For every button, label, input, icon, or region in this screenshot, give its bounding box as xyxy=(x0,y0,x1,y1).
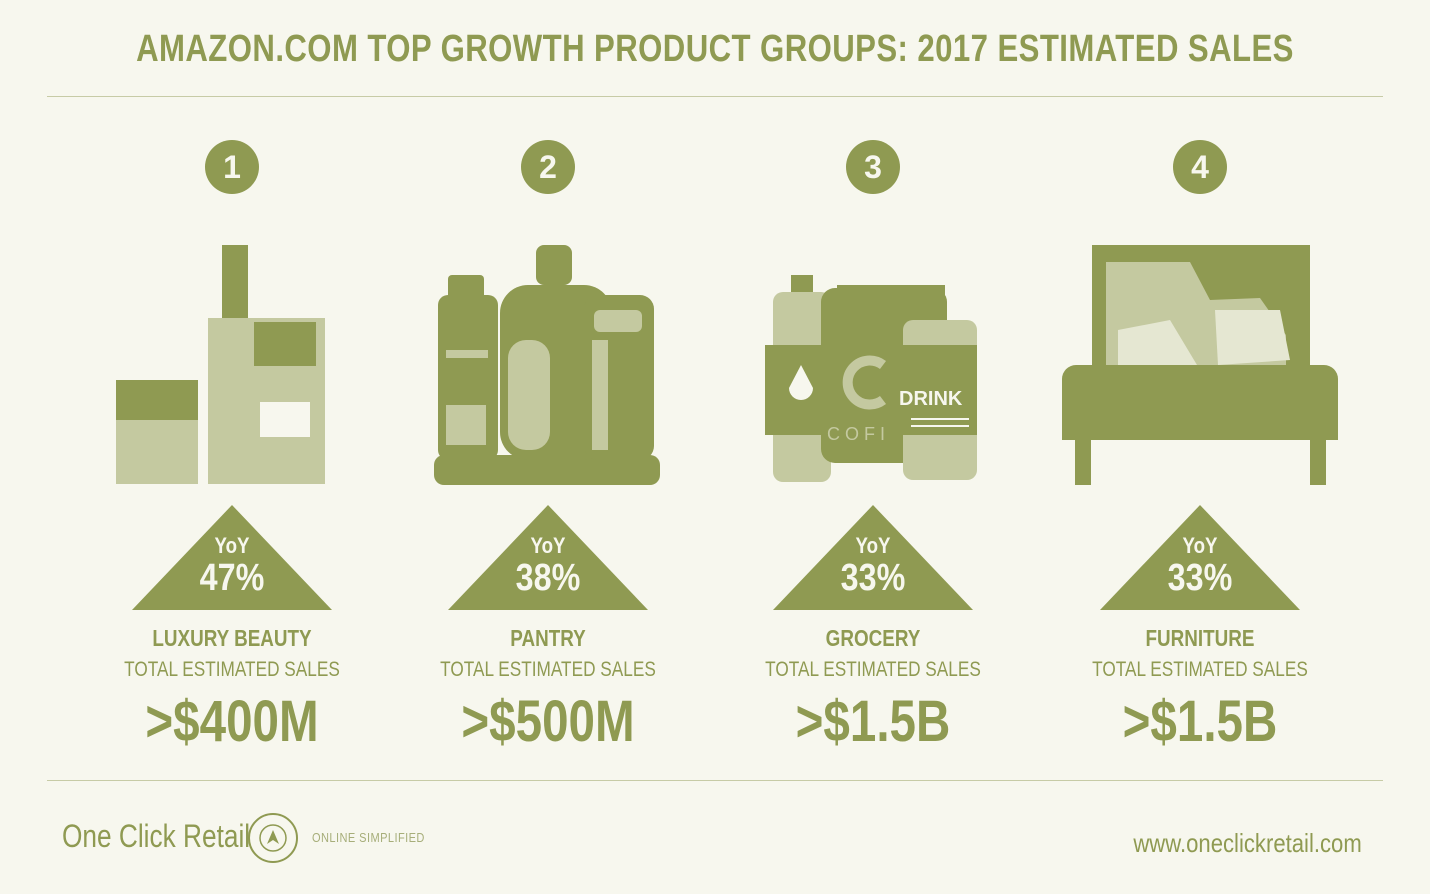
svg-text:DRINK: DRINK xyxy=(899,388,963,410)
rank-badge: 3 xyxy=(846,140,900,194)
sales-value: >$500M xyxy=(461,689,635,754)
yoy-triangle: YoY 33% xyxy=(1100,505,1300,610)
yoy-label: YoY xyxy=(214,533,250,558)
category-name: FURNITURE xyxy=(1145,625,1255,651)
group-card-1: 1 YoY 47% LUXURY BEAUTY TOTAL ESTIMATED … xyxy=(72,140,392,770)
yoy-value: 33% xyxy=(840,557,906,599)
yoy-label: YoY xyxy=(855,533,891,558)
bottom-divider xyxy=(47,780,1383,781)
sales-value: >$1.5B xyxy=(1122,689,1278,754)
page-title: AMAZON.COM TOP GROWTH PRODUCT GROUPS: 20… xyxy=(136,28,1294,70)
yoy-value: 33% xyxy=(1167,557,1233,599)
svg-text:C O F I: C O F I xyxy=(827,424,885,444)
website-link[interactable]: www.oneclickretail.com xyxy=(1133,828,1362,858)
top-divider xyxy=(47,96,1383,97)
bed-furniture-icon xyxy=(1040,240,1360,490)
brand-tagline: ONLINE SIMPLIFIED xyxy=(312,830,425,845)
rank-badge: 4 xyxy=(1173,140,1227,194)
luxury-beauty-bottles-icon xyxy=(72,240,392,490)
sales-label: TOTAL ESTIMATED SALES xyxy=(440,658,656,681)
sales-value: >$400M xyxy=(145,689,319,754)
group-card-3: 3 DRINK C O F I YoY 33% GROCERY TOTAL ES… xyxy=(713,140,1033,770)
yoy-value: 47% xyxy=(199,557,265,599)
yoy-label: YoY xyxy=(1182,533,1218,558)
sales-value: >$1.5B xyxy=(795,689,951,754)
yoy-triangle: YoY 38% xyxy=(448,505,648,610)
yoy-triangle: YoY 33% xyxy=(773,505,973,610)
rank-badge: 1 xyxy=(205,140,259,194)
group-card-4: 4 YoY 33% FURNITURE TOTAL ESTIMATED SALE… xyxy=(1040,140,1360,770)
category-name: LUXURY BEAUTY xyxy=(152,625,312,651)
sales-label: TOTAL ESTIMATED SALES xyxy=(124,658,340,681)
rank-badge: 2 xyxy=(521,140,575,194)
yoy-value: 38% xyxy=(515,557,581,599)
yoy-label: YoY xyxy=(530,533,566,558)
category-name: GROCERY xyxy=(825,625,921,651)
sales-label: TOTAL ESTIMATED SALES xyxy=(1092,658,1308,681)
yoy-triangle: YoY 47% xyxy=(132,505,332,610)
category-name: PANTRY xyxy=(510,625,586,651)
group-card-2: 2 YoY 38% PANTRY TOTAL ESTIMATED SALES >… xyxy=(388,140,708,770)
brand-name: One Click Retail xyxy=(62,818,251,854)
compass-logo-icon xyxy=(246,811,300,865)
sales-label: TOTAL ESTIMATED SALES xyxy=(765,658,981,681)
grocery-drinks-icon: DRINK C O F I xyxy=(713,240,1033,490)
pantry-bottles-icon xyxy=(388,240,708,490)
